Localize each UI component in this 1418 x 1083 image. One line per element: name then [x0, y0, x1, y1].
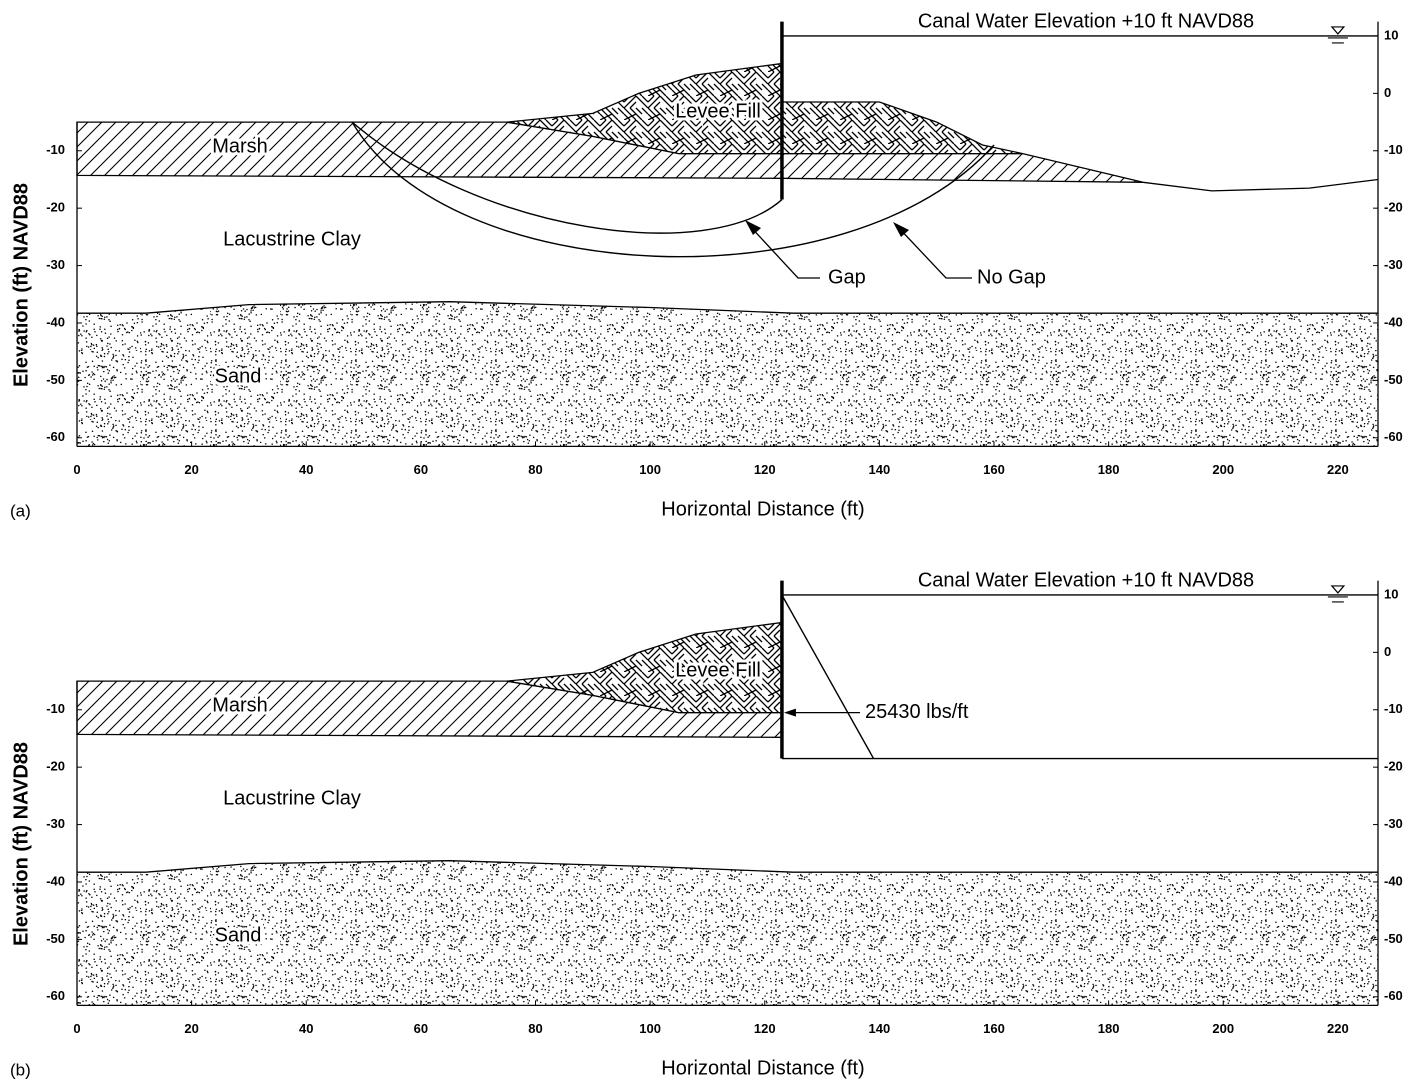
x-tick-label: 140	[869, 462, 891, 477]
layer-label: Marsh	[212, 135, 268, 157]
ground-line	[1143, 180, 1378, 191]
x-tick-label: 120	[754, 462, 776, 477]
layer-label: Sand	[215, 365, 262, 387]
y2-tick-label: -60	[1384, 988, 1403, 1003]
pressure-diagram	[782, 595, 874, 759]
y2-tick-label: 10	[1384, 27, 1398, 42]
y2-tick-label: -10	[1384, 701, 1403, 716]
x-tick-label: 100	[639, 1021, 661, 1036]
layer-label: Lacustrine Clay	[223, 228, 361, 250]
y2-tick-label: -20	[1384, 759, 1403, 774]
panel-title: Canal Water Elevation +10 ft NAVD88	[918, 10, 1254, 32]
y2-tick-label: -60	[1384, 429, 1403, 444]
layer-label: Lacustrine Clay	[223, 787, 361, 809]
x-tick-label: 160	[983, 1021, 1005, 1036]
y-tick-label: -20	[46, 759, 65, 774]
y-tick-label: -50	[46, 372, 65, 387]
x-tick-label: 180	[1098, 1021, 1120, 1036]
x-axis-label: Horizontal Distance (ft)	[661, 1057, 864, 1079]
x-tick-label: 220	[1327, 462, 1349, 477]
y2-tick-label: -40	[1384, 873, 1403, 888]
x-tick-label: 80	[528, 1021, 542, 1036]
figure: Gap No Gap Marsh Lacustrine Clay Sand Levee F…	[0, 0, 1418, 1083]
layer-label: Levee Fill	[675, 100, 761, 122]
y2-tick-label: 0	[1384, 85, 1391, 100]
panel: Gap No Gap Marsh Lacustrine Clay Sand Levee F…	[10, 10, 1403, 520]
annotation: Gap	[828, 266, 866, 288]
x-tick-label: 0	[73, 462, 80, 477]
panel-label: (a)	[10, 501, 31, 520]
y-tick-label: -60	[46, 988, 65, 1003]
y-tick-label: -60	[46, 429, 65, 444]
y-axis-label: Elevation (ft) NAVD88	[10, 183, 32, 387]
x-tick-label: 40	[299, 1021, 313, 1036]
page: Gap No Gap Marsh Lacustrine Clay Sand Levee F…	[0, 0, 1418, 1083]
y-tick-label: -10	[46, 701, 65, 716]
layer-label: Sand	[215, 924, 262, 946]
water-symbol	[1328, 586, 1348, 602]
y2-tick-label: -10	[1384, 142, 1403, 157]
arrowhead	[784, 709, 796, 717]
x-tick-label: 20	[184, 462, 198, 477]
x-tick-label: 120	[754, 1021, 776, 1036]
y-tick-label: -10	[46, 142, 65, 157]
sand-layer	[77, 861, 1378, 1006]
y2-tick-label: -40	[1384, 314, 1403, 329]
x-tick-label: 140	[869, 1021, 891, 1036]
panel: 25430 lbs/ft Marsh Lacustrine Clay Sand Leve…	[10, 569, 1403, 1079]
x-tick-label: 160	[983, 462, 1005, 477]
y2-tick-label: -30	[1384, 257, 1403, 272]
y-tick-label: -40	[46, 314, 65, 329]
y-axis-label: Elevation (ft) NAVD88	[10, 742, 32, 946]
y-tick-label: -50	[46, 931, 65, 946]
x-tick-label: 60	[414, 462, 428, 477]
y2-tick-label: 10	[1384, 586, 1398, 601]
layer-label: Marsh	[212, 694, 268, 716]
arrowhead	[893, 222, 909, 237]
sand-layer	[77, 302, 1378, 447]
layer-label: Levee Fill	[675, 659, 761, 681]
x-tick-label: 180	[1098, 462, 1120, 477]
x-tick-label: 40	[299, 462, 313, 477]
arrowhead	[745, 220, 761, 235]
x-tick-label: 80	[528, 462, 542, 477]
y2-tick-label: -50	[1384, 372, 1403, 387]
annotation: No Gap	[977, 266, 1046, 288]
panel-label: (b)	[10, 1060, 31, 1079]
x-tick-label: 60	[414, 1021, 428, 1036]
y2-tick-label: -50	[1384, 931, 1403, 946]
x-tick-label: 220	[1327, 1021, 1349, 1036]
y2-tick-label: 0	[1384, 644, 1391, 659]
y2-tick-label: -20	[1384, 200, 1403, 215]
water-symbol	[1328, 27, 1348, 43]
x-tick-label: 200	[1212, 1021, 1234, 1036]
panel-title: Canal Water Elevation +10 ft NAVD88	[918, 569, 1254, 591]
y-tick-label: -40	[46, 873, 65, 888]
y-tick-label: -20	[46, 200, 65, 215]
x-tick-label: 0	[73, 1021, 80, 1036]
x-tick-label: 100	[639, 462, 661, 477]
leader	[748, 224, 820, 278]
x-tick-label: 200	[1212, 462, 1234, 477]
y2-tick-label: -30	[1384, 816, 1403, 831]
annotation: 25430 lbs/ft	[865, 701, 969, 723]
y-tick-label: -30	[46, 257, 65, 272]
x-tick-label: 20	[184, 1021, 198, 1036]
y-tick-label: -30	[46, 816, 65, 831]
x-axis-label: Horizontal Distance (ft)	[661, 498, 864, 520]
leader	[897, 226, 972, 278]
